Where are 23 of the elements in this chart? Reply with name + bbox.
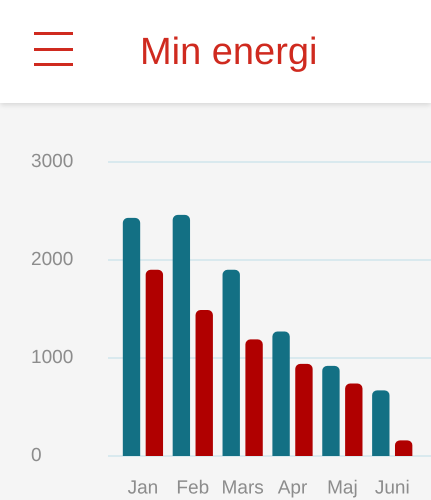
bar — [146, 270, 164, 456]
bar — [322, 366, 340, 456]
bar — [295, 364, 313, 456]
chart-title: Min energi — [140, 30, 318, 75]
bar — [272, 332, 290, 456]
bar — [394, 440, 412, 456]
x-tick-label: Apr — [278, 478, 308, 499]
bar — [122, 218, 140, 456]
bar — [372, 390, 390, 456]
y-tick-label: 0 — [31, 445, 42, 466]
y-tick-label: 1000 — [31, 347, 74, 368]
y-tick-label: 2000 — [31, 249, 74, 270]
bar — [345, 383, 362, 456]
x-tick-label: Feb — [176, 478, 210, 499]
bar — [222, 270, 240, 456]
y-tick-label: 3000 — [31, 151, 74, 172]
bar — [245, 339, 263, 456]
x-tick-label: Jan — [128, 478, 158, 499]
bar — [196, 310, 213, 456]
x-tick-label: Maj — [327, 478, 358, 499]
x-tick-label: Mars — [222, 478, 264, 499]
x-tick-label: Juni — [374, 478, 410, 499]
bar — [172, 214, 190, 456]
